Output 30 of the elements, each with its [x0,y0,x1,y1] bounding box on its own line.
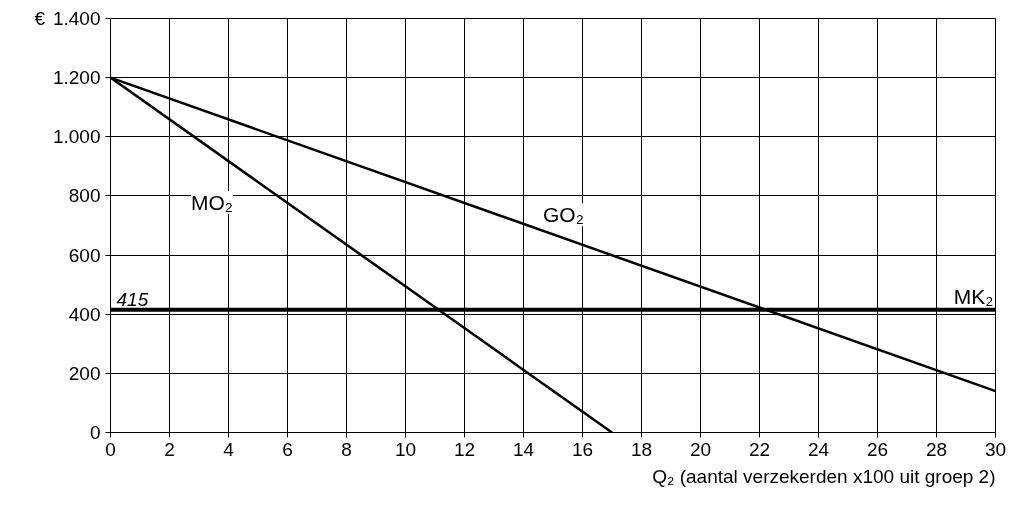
x-tick-label: 30 [984,438,1007,460]
series-label: GO₂ [543,203,584,227]
y-tick-label: 1.000 [52,126,101,148]
x-tick-label: 14 [512,438,535,460]
x-tick-label: 10 [394,438,417,460]
y-tick-label: 200 [68,362,101,384]
x-tick-label: 6 [282,438,293,460]
y-tick-label: 0 [89,422,101,443]
y-axis-title: € [34,8,46,29]
y-tick-label: 600 [68,244,101,266]
y-tick-label: 1.200 [52,67,101,89]
y-tick-label: 1.400 [52,8,101,29]
x-tick-label: 4 [223,438,235,460]
x-tick-label: 28 [925,438,948,460]
x-tick-label: 2 [164,438,175,460]
x-tick-label: 8 [341,438,352,460]
y-tick-label: 800 [68,185,101,207]
x-tick-label: 12 [453,438,476,460]
x-tick-label: 20 [689,438,712,460]
series-label: MO₂ [190,191,233,215]
y-tick-label: 400 [68,303,101,325]
x-tick-label: 18 [630,438,653,460]
annotation: 415 [116,288,149,310]
x-tick-label: 16 [571,438,594,460]
x-tick-label: 0 [105,438,116,460]
x-axis-title: Q₂ (aantal verzekerden x100 uit groep 2) [652,465,996,487]
x-tick-label: 24 [807,438,830,460]
ref-line-label: MK₂ [953,284,994,308]
x-tick-label: 22 [748,438,771,460]
x-tick-label: 26 [866,438,889,460]
